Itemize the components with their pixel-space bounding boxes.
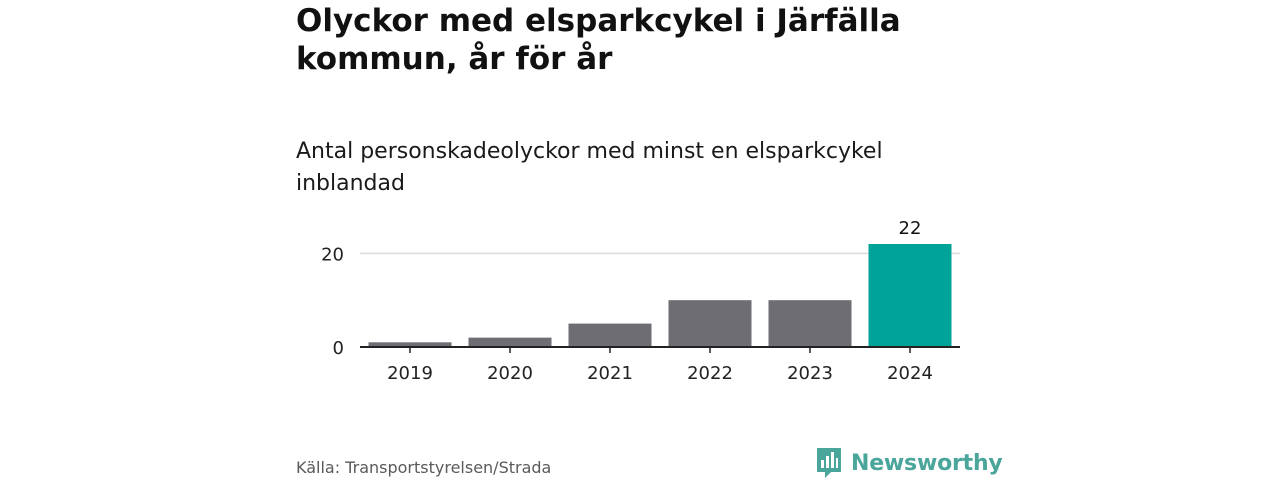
- bar: [368, 342, 452, 347]
- bar: [868, 244, 952, 347]
- brand-logo: Newsworthy: [815, 446, 1003, 480]
- y-tick-label: 20: [321, 244, 344, 265]
- x-tick-label: 2022: [687, 363, 733, 384]
- bar: [568, 323, 652, 347]
- chart-subtitle: Antal personskadeolyckor med minst en el…: [296, 139, 883, 196]
- newsworthy-logo-icon: [817, 448, 841, 478]
- x-tick-label: 2019: [387, 363, 433, 384]
- x-tick-label: 2020: [487, 363, 533, 384]
- bar: [768, 300, 852, 347]
- bar: [468, 337, 552, 347]
- x-tick-label: 2024: [887, 363, 933, 384]
- data-label: 22: [899, 218, 922, 239]
- x-tick-label: 2023: [787, 363, 833, 384]
- y-tick-label: 0: [333, 338, 344, 359]
- chart-title: Olyckor med elsparkcykel i Järfälla komm…: [296, 3, 901, 77]
- brand-name: Newsworthy: [851, 450, 1003, 476]
- source-note: Källa: Transportstyrelsen/Strada: [296, 458, 552, 477]
- bar: [668, 300, 752, 347]
- x-tick-label: 2021: [587, 363, 633, 384]
